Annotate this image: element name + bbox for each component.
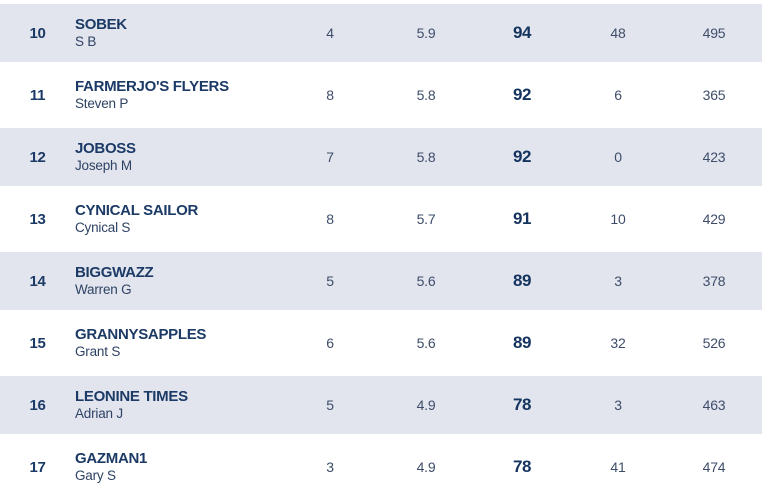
stat-cell-2: 5.6 (416, 273, 436, 289)
points-cell: 89 (512, 333, 532, 352)
team-cell: LEONINE TIMES Adrian J (75, 388, 282, 422)
team-name: LEONINE TIMES (75, 388, 188, 405)
stat-cell-5: 526 (702, 335, 726, 351)
stat-cell-5: 378 (702, 273, 726, 289)
stat-cell-4: 6 (614, 87, 622, 103)
manager-name: Warren G (75, 282, 132, 297)
team-name: GRANNYSAPPLES (75, 326, 207, 343)
stat-cell-2: 5.8 (416, 149, 436, 165)
manager-name: Joseph M (75, 158, 132, 173)
stat-cell-1: 3 (326, 459, 334, 475)
rank-cell: 15 (29, 334, 46, 352)
rank-cell: 13 (29, 210, 46, 228)
stat-cell-2: 5.8 (416, 87, 436, 103)
team-name: BIGGWAZZ (75, 264, 154, 281)
stat-cell-4: 3 (614, 397, 622, 413)
manager-name: Adrian J (75, 406, 123, 421)
manager-name: Grant S (75, 344, 121, 359)
team-name: JOBOSS (75, 140, 136, 157)
points-cell: 92 (512, 85, 532, 104)
points-cell: 89 (512, 271, 532, 290)
manager-name: Cynical S (75, 220, 131, 235)
rank-cell: 17 (29, 458, 46, 476)
rank-cell: 11 (29, 86, 46, 104)
points-cell: 78 (512, 457, 532, 476)
stat-cell-5: 495 (702, 25, 726, 41)
table-row[interactable]: 11 FARMERJO'S FLYERS Steven P 8 5.8 92 6… (0, 62, 762, 124)
table-row[interactable]: 12 JOBOSS Joseph M 7 5.8 92 0 423 (0, 124, 762, 186)
rank-cell: 10 (29, 24, 46, 42)
stat-cell-1: 5 (326, 397, 334, 413)
team-name: SOBEK (75, 16, 127, 33)
manager-name: Steven P (75, 96, 129, 111)
team-cell: JOBOSS Joseph M (75, 140, 282, 174)
points-cell: 91 (512, 209, 532, 228)
stat-cell-2: 5.9 (416, 25, 436, 41)
table-row[interactable]: 10 SOBEK S B 4 5.9 94 48 495 (0, 0, 762, 62)
stat-cell-2: 5.6 (416, 335, 436, 351)
stat-cell-4: 10 (610, 211, 626, 227)
stat-cell-1: 6 (326, 335, 334, 351)
manager-name: S B (75, 34, 97, 49)
team-cell: CYNICAL SAILOR Cynical S (75, 202, 282, 236)
stat-cell-1: 7 (326, 149, 334, 165)
team-name: GAZMAN1 (75, 450, 148, 467)
rank-cell: 12 (29, 148, 46, 166)
table-row[interactable]: 16 LEONINE TIMES Adrian J 5 4.9 78 3 463 (0, 372, 762, 434)
table-row[interactable]: 14 BIGGWAZZ Warren G 5 5.6 89 3 378 (0, 248, 762, 310)
rank-cell: 16 (29, 396, 46, 414)
stat-cell-4: 41 (610, 459, 626, 475)
stat-cell-4: 48 (610, 25, 626, 41)
stat-cell-1: 8 (326, 211, 334, 227)
points-cell: 78 (512, 395, 532, 414)
stat-cell-2: 4.9 (416, 459, 436, 475)
stat-cell-5: 429 (702, 211, 726, 227)
stat-cell-5: 474 (702, 459, 726, 475)
table-row[interactable]: 17 GAZMAN1 Gary S 3 4.9 78 41 474 (0, 434, 762, 494)
team-cell: SOBEK S B (75, 16, 282, 50)
team-cell: GAZMAN1 Gary S (75, 450, 282, 484)
table-row[interactable]: 15 GRANNYSAPPLES Grant S 6 5.6 89 32 526 (0, 310, 762, 372)
stat-cell-5: 365 (702, 87, 726, 103)
stat-cell-5: 423 (702, 149, 726, 165)
team-cell: FARMERJO'S FLYERS Steven P (75, 78, 282, 112)
points-cell: 92 (512, 147, 532, 166)
stat-cell-2: 5.7 (416, 211, 436, 227)
manager-name: Gary S (75, 468, 116, 483)
table-row[interactable]: 13 CYNICAL SAILOR Cynical S 8 5.7 91 10 … (0, 186, 762, 248)
stat-cell-1: 8 (326, 87, 334, 103)
stat-cell-1: 4 (326, 25, 334, 41)
stat-cell-2: 4.9 (416, 397, 436, 413)
team-cell: GRANNYSAPPLES Grant S (75, 326, 282, 360)
team-name: CYNICAL SAILOR (75, 202, 199, 219)
stat-cell-4: 32 (610, 335, 626, 351)
team-cell: BIGGWAZZ Warren G (75, 264, 282, 298)
team-name: FARMERJO'S FLYERS (75, 78, 229, 95)
points-cell: 94 (512, 23, 532, 42)
stat-cell-5: 463 (702, 397, 726, 413)
rank-cell: 14 (29, 272, 46, 290)
stat-cell-4: 3 (614, 273, 622, 289)
stat-cell-4: 0 (614, 149, 622, 165)
stat-cell-1: 5 (326, 273, 334, 289)
